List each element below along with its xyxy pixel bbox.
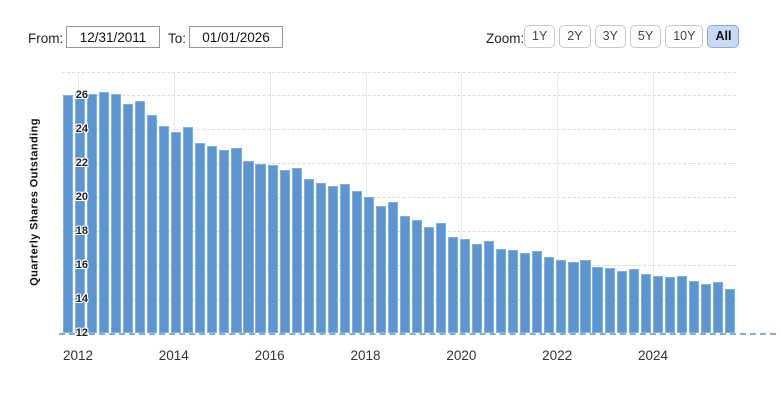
x-tick-label: 2022 (542, 348, 573, 363)
bar[interactable] (363, 197, 374, 333)
bar[interactable] (86, 94, 98, 333)
bar[interactable] (399, 215, 411, 333)
x-tick-label: 2018 (350, 348, 381, 363)
y-tick-label: 20 (75, 191, 88, 203)
y-tick-label: 14 (75, 293, 88, 305)
bar[interactable] (700, 283, 711, 333)
bar[interactable] (183, 127, 194, 334)
zoom-button-2y[interactable]: 2Y (559, 25, 591, 48)
y-tick-label: 26 (75, 89, 88, 101)
bar[interactable] (74, 92, 86, 333)
bar[interactable] (99, 92, 110, 333)
bar[interactable] (448, 236, 459, 333)
gridline-horizontal (62, 231, 736, 232)
bar[interactable] (327, 185, 338, 333)
bar[interactable] (135, 100, 146, 333)
bar[interactable] (243, 161, 254, 334)
bar[interactable] (62, 95, 74, 333)
gridline-horizontal (62, 72, 736, 73)
bar[interactable] (207, 146, 218, 333)
bar[interactable] (171, 132, 182, 333)
bar[interactable] (267, 165, 278, 333)
bar[interactable] (592, 266, 603, 333)
bar[interactable] (255, 163, 266, 333)
to-date-input[interactable] (189, 26, 283, 48)
to-label: To: (168, 31, 187, 46)
zoom-label: Zoom: (486, 31, 525, 46)
bar[interactable] (436, 222, 447, 333)
bar[interactable] (496, 249, 507, 333)
gridline-vertical (557, 72, 559, 333)
x-tick-label: 2012 (62, 348, 94, 363)
bar[interactable] (568, 261, 579, 333)
gridline-horizontal (62, 163, 736, 164)
bar[interactable] (712, 282, 723, 333)
x-tick-label: 2014 (158, 348, 189, 363)
bar[interactable] (508, 250, 519, 333)
bar[interactable] (580, 260, 591, 333)
bar[interactable] (111, 93, 122, 333)
gridline-horizontal (62, 197, 736, 198)
bar[interactable] (532, 251, 543, 333)
gridline-horizontal (62, 299, 736, 300)
bar[interactable] (147, 115, 158, 333)
x-axis-line (59, 333, 776, 335)
from-label: From: (28, 31, 64, 46)
bar[interactable] (688, 281, 699, 333)
bar[interactable] (544, 257, 555, 333)
bar[interactable] (640, 273, 651, 333)
bar[interactable] (291, 168, 302, 333)
bar[interactable] (351, 190, 362, 333)
y-axis-title: Quarterly Shares Outstanding (28, 118, 41, 286)
y-tick-label: 12 (75, 327, 88, 339)
bar[interactable] (123, 103, 134, 333)
gridline-horizontal (62, 265, 736, 266)
bar[interactable] (279, 169, 290, 334)
zoom-button-all[interactable]: All (707, 25, 740, 48)
x-tick-label: 2016 (254, 348, 285, 363)
zoom-button-group: 1Y 2Y 3Y 5Y 10Y All (524, 25, 740, 48)
gridline-vertical (653, 72, 654, 333)
y-tick-label: 18 (75, 225, 88, 237)
gridline-horizontal (62, 95, 736, 96)
plot-area: 12 14 16 18 20 22 24 26 (62, 72, 736, 339)
y-tick-label: 16 (75, 259, 88, 271)
bar[interactable] (195, 142, 206, 333)
x-tick-label: 2024 (637, 348, 669, 363)
bar[interactable] (628, 268, 639, 333)
bar[interactable] (423, 227, 435, 333)
zoom-button-5y[interactable]: 5Y (629, 25, 662, 48)
bar[interactable] (303, 179, 314, 333)
zoom-button-1y[interactable]: 1Y (524, 25, 556, 48)
bar[interactable] (556, 259, 567, 333)
bar[interactable] (604, 268, 615, 333)
bar[interactable] (472, 243, 483, 333)
bar[interactable] (520, 252, 531, 333)
zoom-button-3y[interactable]: 3Y (594, 25, 626, 48)
zoom-button-10y[interactable]: 10Y (665, 25, 704, 48)
bar[interactable] (219, 150, 230, 333)
bar[interactable] (724, 288, 735, 333)
bar[interactable] (387, 202, 398, 333)
gridline-horizontal (62, 129, 736, 130)
bar[interactable] (460, 239, 471, 333)
bar[interactable] (652, 275, 663, 333)
bar[interactable] (664, 276, 675, 333)
y-tick-label: 24 (75, 123, 88, 135)
bar[interactable] (231, 147, 242, 333)
bar[interactable] (315, 183, 326, 333)
bar[interactable] (484, 240, 495, 333)
bar[interactable] (159, 125, 170, 333)
bar[interactable] (375, 205, 386, 333)
from-date-input[interactable] (66, 26, 160, 48)
y-tick-label: 22 (75, 157, 88, 169)
bar[interactable] (411, 219, 423, 333)
x-tick-label: 2020 (446, 348, 477, 363)
gridline-vertical (461, 72, 463, 333)
bar[interactable] (616, 270, 627, 333)
bar[interactable] (676, 275, 687, 333)
bar[interactable] (339, 183, 350, 333)
